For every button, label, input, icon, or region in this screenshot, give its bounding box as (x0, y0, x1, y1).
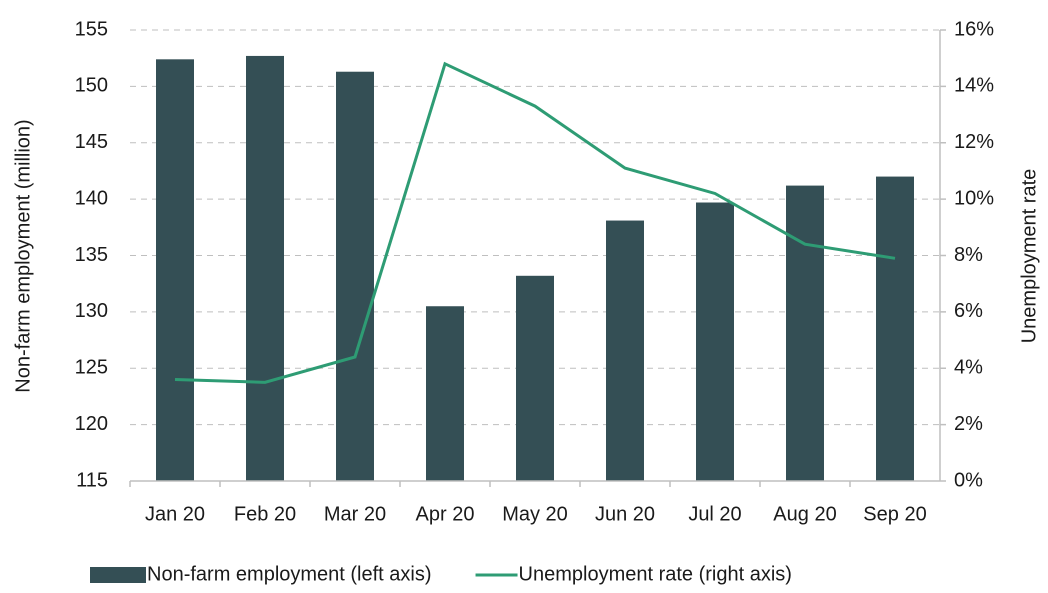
x-tick-label: Feb 20 (234, 503, 296, 525)
x-tick-label: Jul 20 (688, 503, 741, 525)
bar (336, 71, 374, 481)
legend-swatch (90, 567, 146, 583)
x-tick-label: Jun 20 (595, 503, 655, 525)
y2-tick-label: 2% (954, 413, 983, 435)
y-tick-label: 155 (75, 18, 108, 40)
y2-tick-label: 4% (954, 357, 983, 379)
bar (696, 202, 734, 481)
y2-tick-label: 0% (954, 469, 983, 491)
y2-tick-label: 10% (954, 187, 994, 209)
x-tick-label: Apr 20 (416, 503, 475, 525)
x-tick-label: Sep 20 (863, 503, 926, 525)
bar (786, 185, 824, 481)
y2-tick-label: 6% (954, 300, 983, 322)
bar (426, 306, 464, 481)
y2-tick-label: 14% (954, 75, 994, 97)
y2-tick-label: 8% (954, 244, 983, 266)
y-tick-label: 115 (76, 469, 108, 491)
y2-axis-title: Unemployment rate (1018, 169, 1040, 344)
y2-tick-label: 16% (954, 18, 994, 40)
y-tick-label: 150 (75, 75, 108, 97)
y2-tick-label: 12% (954, 131, 994, 153)
bar (156, 59, 194, 481)
y-tick-label: 125 (75, 357, 108, 379)
line (174, 61, 896, 384)
x-tick-label: May 20 (502, 503, 568, 525)
y-tick-label: 145 (75, 131, 108, 153)
legend-label: Non-farm employment (left axis) (147, 563, 432, 585)
y-tick-label: 140 (75, 187, 108, 209)
x-tick-label: Mar 20 (324, 503, 386, 525)
y-tick-label: 120 (75, 413, 108, 435)
legend-label: Unemployment rate (right axis) (519, 563, 792, 585)
y-tick-label: 135 (75, 244, 108, 266)
bar (516, 275, 554, 481)
x-tick-label: Aug 20 (773, 503, 836, 525)
y-tick-label: 130 (75, 300, 108, 322)
bar (606, 220, 644, 482)
y-axis-title: Non-farm employment (million) (12, 119, 34, 392)
x-tick-label: Jan 20 (145, 503, 205, 525)
bar (876, 176, 914, 481)
bar (246, 55, 284, 482)
